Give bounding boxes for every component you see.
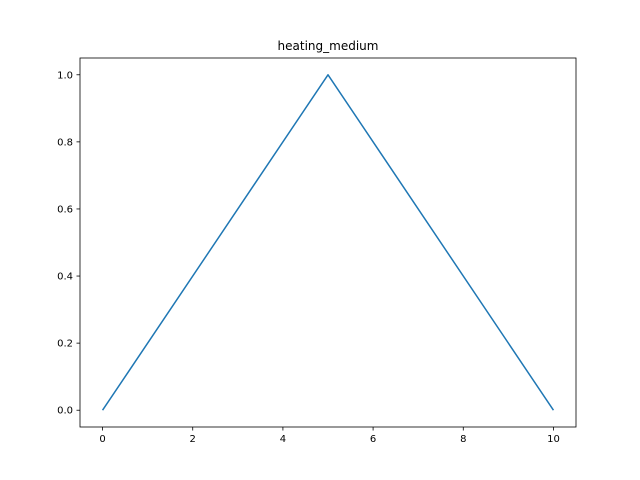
x-tick-label-3: 6 <box>370 434 376 445</box>
y-tick-label-5: 1.0 <box>57 70 73 81</box>
plot-area: 0 2 4 6 8 10 0.0 0.2 0.4 0.6 0.8 1.0 <box>57 57 577 445</box>
x-tick-label-5: 10 <box>547 434 560 445</box>
x-tick-label-2: 4 <box>280 434 286 445</box>
series-line-0 <box>101 74 555 411</box>
y-tick-label-1: 0.2 <box>57 339 73 350</box>
axes-frame <box>79 57 577 428</box>
x-tick-label-0: 0 <box>99 434 105 445</box>
y-tick-label-4: 0.8 <box>57 137 73 148</box>
chart-title: heating_medium <box>278 39 379 53</box>
x-tick-label-4: 8 <box>460 434 466 445</box>
y-tick-label-3: 0.6 <box>57 204 73 215</box>
y-tick-label-0: 0.0 <box>57 406 73 417</box>
x-tick-label-1: 2 <box>190 434 196 445</box>
y-tick-label-2: 0.4 <box>57 272 73 283</box>
